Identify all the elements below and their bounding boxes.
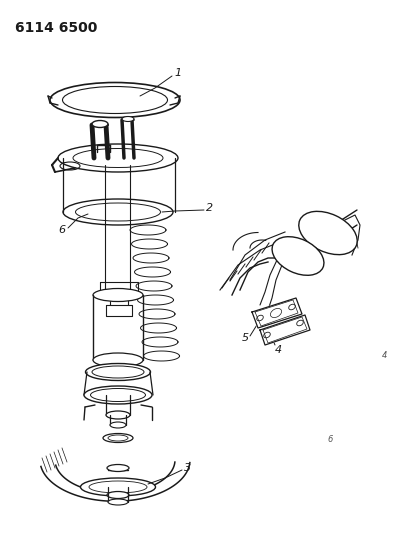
Ellipse shape	[108, 499, 128, 505]
Ellipse shape	[91, 389, 146, 401]
Text: 3: 3	[184, 463, 192, 473]
Polygon shape	[252, 298, 302, 328]
Ellipse shape	[106, 411, 130, 419]
Text: 6: 6	[58, 225, 66, 235]
Text: 6: 6	[327, 435, 333, 445]
Text: 1: 1	[175, 68, 182, 78]
Text: 4: 4	[382, 351, 388, 359]
Polygon shape	[260, 315, 310, 345]
Ellipse shape	[108, 435, 128, 441]
Ellipse shape	[92, 120, 108, 127]
Ellipse shape	[122, 117, 134, 122]
Ellipse shape	[58, 144, 178, 172]
Ellipse shape	[299, 212, 357, 255]
Ellipse shape	[107, 491, 129, 498]
Ellipse shape	[75, 203, 160, 221]
Ellipse shape	[73, 149, 163, 167]
Ellipse shape	[84, 386, 152, 404]
Ellipse shape	[107, 464, 129, 472]
Ellipse shape	[50, 83, 180, 117]
Ellipse shape	[272, 237, 324, 276]
Ellipse shape	[86, 364, 151, 381]
Ellipse shape	[103, 433, 133, 442]
Ellipse shape	[89, 481, 147, 493]
Text: 4: 4	[275, 345, 282, 355]
Text: 2: 2	[206, 203, 213, 213]
Ellipse shape	[93, 288, 143, 302]
Text: 5: 5	[242, 333, 248, 343]
Ellipse shape	[93, 353, 143, 367]
Ellipse shape	[63, 199, 173, 225]
Text: 6114 6500: 6114 6500	[15, 21, 98, 35]
Ellipse shape	[92, 366, 144, 378]
Ellipse shape	[62, 86, 168, 114]
Ellipse shape	[110, 422, 126, 428]
Ellipse shape	[80, 478, 155, 496]
